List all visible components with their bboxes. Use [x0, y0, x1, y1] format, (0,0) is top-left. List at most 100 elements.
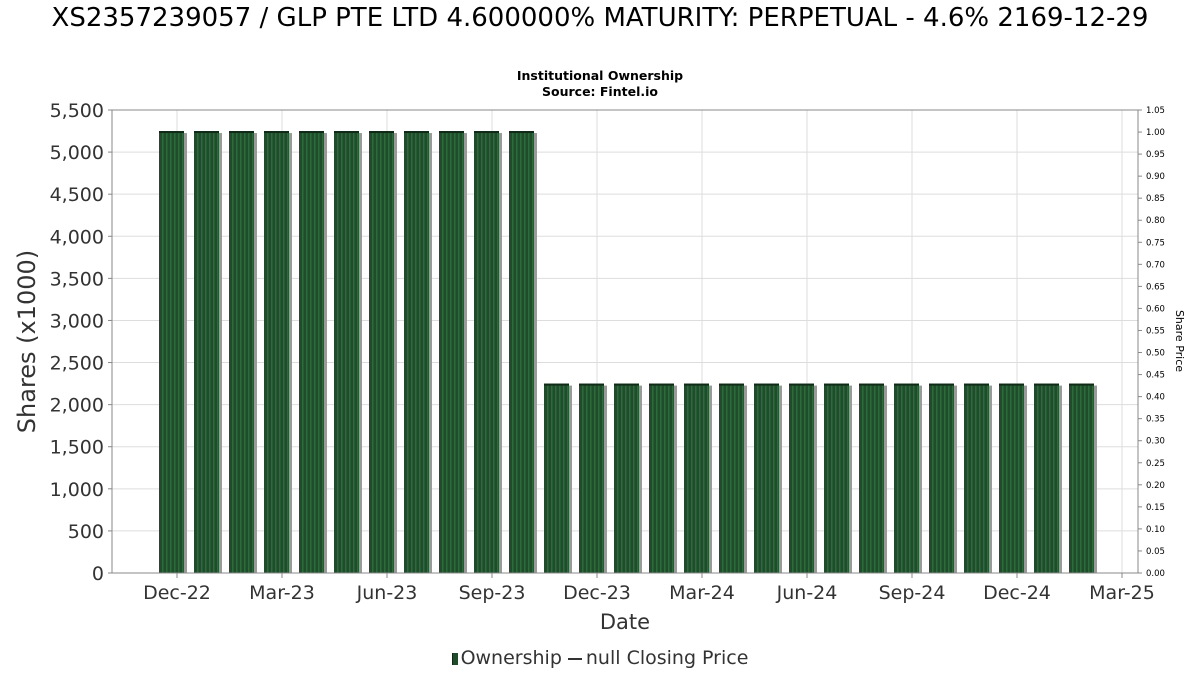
bar-stripe — [551, 383, 553, 573]
y2-tick-label: 0.10 — [1146, 525, 1165, 535]
bar-stripe — [372, 131, 374, 573]
bar-stripe — [1049, 383, 1051, 573]
bar-stripe — [804, 383, 806, 573]
bar-stripe — [388, 131, 390, 573]
bar-stripe — [209, 131, 211, 573]
bar-stripe — [567, 383, 569, 573]
bar-stripe — [197, 131, 199, 573]
bar-stripe — [516, 131, 518, 573]
ownership-bar — [474, 131, 502, 573]
bar-stripe — [1041, 383, 1043, 573]
ownership-bar — [334, 131, 362, 573]
y2-tick-label: 0.85 — [1146, 194, 1165, 204]
bar-stripe — [1092, 383, 1094, 573]
bar-cap — [859, 383, 884, 386]
bar-stripe — [520, 131, 522, 573]
bar-cap — [1069, 383, 1094, 386]
bar-stripe — [839, 383, 841, 573]
bar-stripe — [279, 131, 281, 573]
ownership-bar — [194, 131, 222, 573]
x-axis-label: Date — [600, 610, 650, 634]
subtitle-line-1: Institutional Ownership — [516, 68, 684, 83]
bar-cap — [509, 131, 534, 134]
ownership-bar — [229, 131, 257, 573]
y-tick-label: 4,500 — [50, 184, 104, 206]
bar-stripe — [314, 131, 316, 573]
bar-stripe — [691, 383, 693, 573]
bar-cap — [579, 383, 604, 386]
bars-layer — [159, 131, 1097, 573]
x-tick-label: Mar-24 — [669, 582, 735, 604]
bar-stripe — [672, 383, 674, 573]
bar-stripe — [734, 383, 736, 573]
bar-stripe — [660, 383, 662, 573]
bar-stripe — [1014, 383, 1016, 573]
bar-stripe — [975, 383, 977, 573]
bar-stripe — [528, 131, 530, 573]
bar-stripe — [730, 383, 732, 573]
bar-stripe — [866, 383, 868, 573]
bar-stripe — [633, 383, 635, 573]
y2-tick-label: 0.50 — [1146, 349, 1165, 359]
bar-cap — [264, 131, 289, 134]
ownership-bar — [649, 383, 677, 573]
x-axis-ticks: Dec-22 Mar-23 Jun-23 Sep-23 Dec-23 Mar-24 Jun-… — [143, 573, 1155, 604]
y2-tick-label: 0.05 — [1146, 547, 1165, 557]
bar-stripe — [637, 383, 639, 573]
bar-stripe — [699, 383, 701, 573]
bar-stripe — [271, 131, 273, 573]
bar-stripe — [656, 383, 658, 573]
bar-stripe — [948, 383, 950, 573]
bar-stripe — [458, 131, 460, 573]
y2-tick-label: 1.00 — [1146, 128, 1165, 138]
y-tick-label: 2,500 — [50, 353, 104, 375]
ownership-bar — [929, 383, 957, 573]
bar-stripe — [322, 131, 324, 573]
y2-tick-label: 0.55 — [1146, 326, 1165, 336]
y-tick-label: 5,000 — [50, 142, 104, 164]
y2-tick-label: 0.40 — [1146, 393, 1165, 403]
bar-stripe — [598, 383, 600, 573]
bar-stripe — [170, 131, 172, 573]
bar-stripe — [380, 131, 382, 573]
bar-stripe — [987, 383, 989, 573]
bar-stripe — [427, 131, 429, 573]
y-tick-label: 5,500 — [50, 100, 104, 122]
bar-stripe — [936, 383, 938, 573]
bar-stripe — [769, 383, 771, 573]
bar-stripe — [792, 383, 794, 573]
bar-stripe — [590, 383, 592, 573]
bar-stripe — [847, 383, 849, 573]
bar-stripe — [901, 383, 903, 573]
y2-tick-label: 0.45 — [1146, 371, 1165, 381]
ownership-bar — [789, 383, 817, 573]
bar-stripe — [625, 383, 627, 573]
bar-stripe — [178, 131, 180, 573]
plot-frame — [111, 109, 1139, 574]
bar-stripe — [524, 131, 526, 573]
bar-stripe — [765, 383, 767, 573]
bar-stripe — [442, 131, 444, 573]
y-tick-label: 2,000 — [50, 395, 104, 417]
bar-stripe — [843, 383, 845, 573]
bar-stripe — [952, 383, 954, 573]
bar-stripe — [450, 131, 452, 573]
bar-stripe — [621, 383, 623, 573]
y-tick-label: 3,000 — [50, 310, 104, 332]
bar-stripe — [983, 383, 985, 573]
bar-stripe — [917, 383, 919, 573]
bar-stripe — [967, 383, 969, 573]
ownership-bar — [264, 131, 292, 573]
bar-stripe — [166, 131, 168, 573]
x-tick-label: Jun-23 — [356, 582, 418, 604]
bar-stripe — [559, 383, 561, 573]
bar-stripe — [940, 383, 942, 573]
ownership-bar — [369, 131, 397, 573]
y2-tick-label: 0.90 — [1146, 172, 1165, 182]
x-tick-label: Dec-23 — [563, 582, 631, 604]
bar-stripe — [707, 383, 709, 573]
y-tick-label: 500 — [68, 521, 104, 543]
bar-stripe — [512, 131, 514, 573]
bar-stripe — [415, 131, 417, 573]
ownership-bar — [579, 383, 607, 573]
